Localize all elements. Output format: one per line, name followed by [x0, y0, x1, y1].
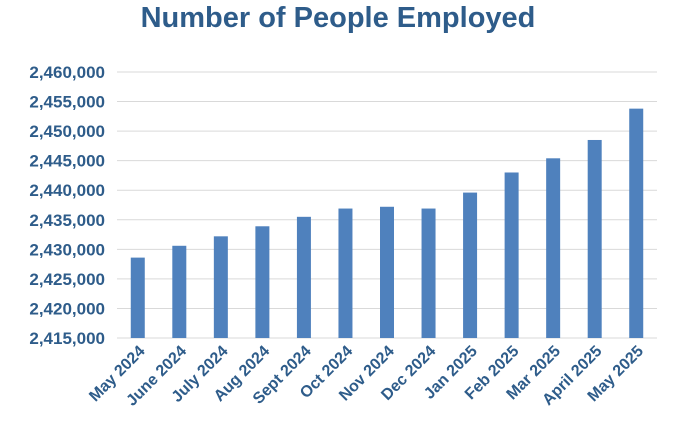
chart-title: Number of People Employed — [140, 2, 536, 34]
y-tick-label: 2,450,000 — [29, 122, 105, 141]
bar — [296, 216, 311, 338]
y-tick-label: 2,435,000 — [29, 211, 105, 230]
bar — [338, 208, 353, 338]
bar — [421, 208, 436, 338]
bar — [463, 192, 478, 338]
y-tick-label: 2,440,000 — [29, 181, 105, 200]
y-tick-label: 2,460,000 — [29, 63, 105, 82]
y-tick-label: 2,430,000 — [29, 240, 105, 259]
y-tick-label: 2,415,000 — [29, 329, 105, 348]
bar — [172, 245, 187, 338]
y-tick-label: 2,445,000 — [29, 152, 105, 171]
bar — [380, 206, 394, 338]
bar — [587, 139, 602, 338]
bar — [213, 236, 228, 338]
bar — [130, 257, 145, 338]
bar — [504, 172, 519, 338]
bar — [255, 226, 270, 338]
y-tick-label: 2,420,000 — [29, 299, 105, 318]
y-tick-label: 2,425,000 — [29, 270, 105, 289]
bar — [629, 108, 644, 338]
bar — [546, 158, 561, 338]
y-tick-label: 2,455,000 — [29, 93, 105, 112]
